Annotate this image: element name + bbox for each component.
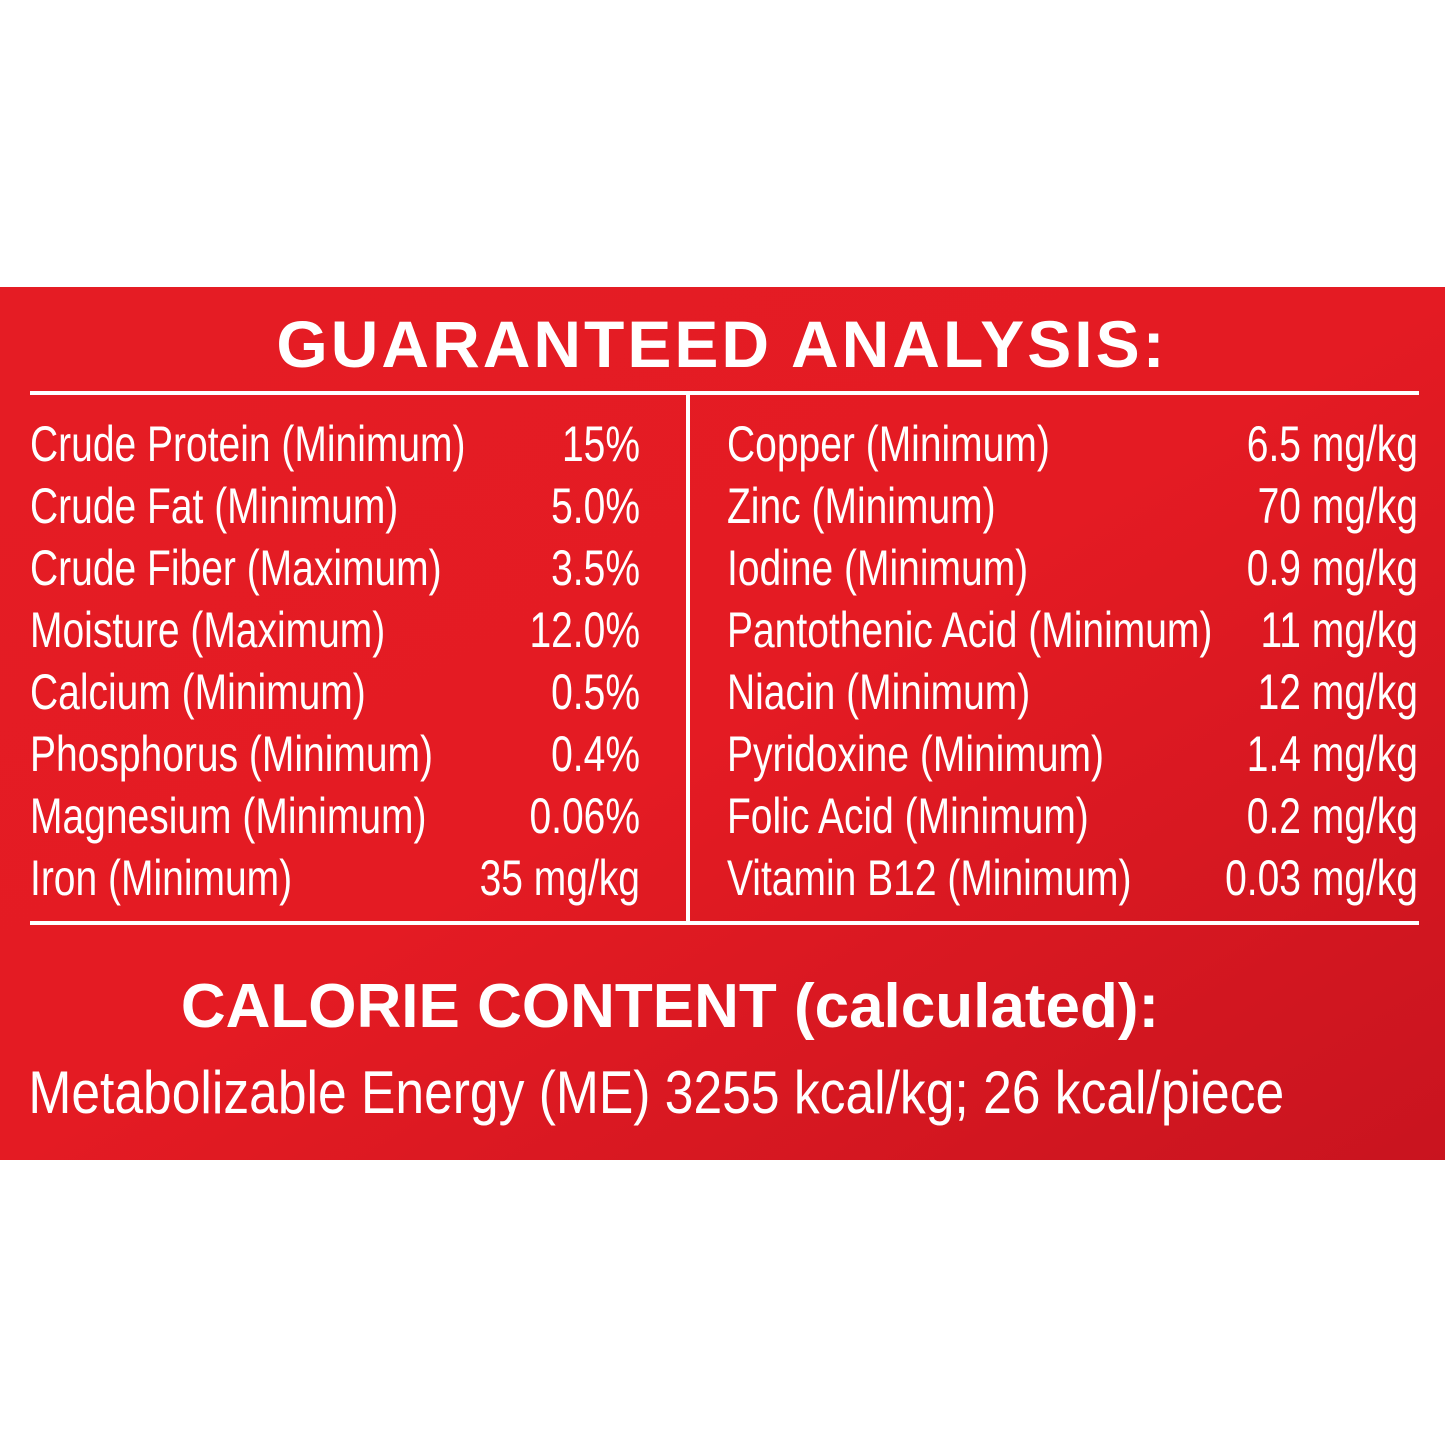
nutrient-label: Zinc (Minimum) bbox=[727, 477, 996, 534]
nutrient-label: Crude Protein (Minimum) bbox=[30, 415, 466, 472]
nutrient-value: 0.9 mg/kg bbox=[1247, 539, 1418, 596]
nutrient-value: 15% bbox=[562, 415, 640, 472]
divider bbox=[30, 921, 1419, 925]
nutrient-label: Calcium (Minimum) bbox=[30, 663, 366, 720]
calorie-line: Metabolizable Energy (ME) 3255 kcal/kg; … bbox=[28, 1058, 1284, 1126]
nutrient-value: 0.03 mg/kg bbox=[1225, 849, 1418, 906]
nutrient-label: Crude Fiber (Maximum) bbox=[30, 539, 442, 596]
nutrient-value: 12.0% bbox=[529, 601, 640, 658]
nutrient-label: Iron (Minimum) bbox=[30, 849, 292, 906]
divider bbox=[30, 391, 1419, 395]
nutrient-label: Iodine (Minimum) bbox=[727, 539, 1028, 596]
nutrient-value: 70 mg/kg bbox=[1258, 477, 1418, 534]
column-divider bbox=[686, 395, 690, 922]
nutrient-label: Magnesium (Minimum) bbox=[30, 787, 426, 844]
calorie-text: Metabolizable Energy (ME) 3255 kcal/kg; … bbox=[28, 1058, 1284, 1126]
nutrient-value: 0.5% bbox=[551, 663, 640, 720]
red-panel bbox=[0, 287, 1445, 1160]
nutrient-label: Phosphorus (Minimum) bbox=[30, 725, 433, 782]
nutrient-label: Pyridoxine (Minimum) bbox=[727, 725, 1104, 782]
nutrient-label: Crude Fat (Minimum) bbox=[30, 477, 398, 534]
nutrient-label: Niacin (Minimum) bbox=[727, 663, 1030, 720]
title: GUARANTEED ANALYSIS: bbox=[276, 307, 1167, 381]
nutrient-label: Moisture (Maximum) bbox=[30, 601, 385, 658]
nutrient-value: 35 mg/kg bbox=[480, 849, 640, 906]
nutrient-label: Folic Acid (Minimum) bbox=[727, 787, 1089, 844]
nutrient-value: 0.2 mg/kg bbox=[1247, 787, 1418, 844]
nutrient-value: 12 mg/kg bbox=[1258, 663, 1418, 720]
nutrient-value: 6.5 mg/kg bbox=[1247, 415, 1418, 472]
nutrient-label: Copper (Minimum) bbox=[727, 415, 1050, 472]
analysis-rows: Crude Protein (Minimum) 15% Crude Fat (Min… bbox=[30, 415, 1418, 906]
nutrient-value: 0.4% bbox=[551, 725, 640, 782]
nutrient-value: 11 mg/kg bbox=[1261, 601, 1418, 658]
calorie-title: CALORIE CONTENT (calculated): bbox=[181, 972, 1159, 1041]
nutrient-label: Vitamin B12 (Minimum) bbox=[727, 849, 1131, 906]
nutrient-value: 5.0% bbox=[551, 477, 640, 534]
nutrient-value: 3.5% bbox=[551, 539, 640, 596]
nutrient-label: Pantothenic Acid (Minimum) bbox=[727, 601, 1212, 658]
nutrient-value: 1.4 mg/kg bbox=[1247, 725, 1418, 782]
nutrient-value: 0.06% bbox=[529, 787, 640, 844]
